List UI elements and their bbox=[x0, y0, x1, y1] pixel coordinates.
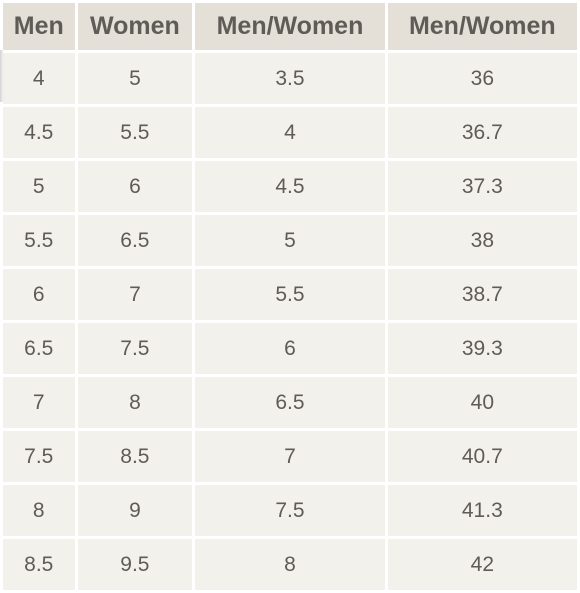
men-size-cell: 4 bbox=[3, 53, 75, 104]
men-size-cell: 7.5 bbox=[3, 431, 75, 482]
men-women-eu-size-cell: 38 bbox=[387, 215, 577, 266]
men-women-size-cell: 4 bbox=[195, 107, 385, 158]
women-size-cell: 6.5 bbox=[77, 215, 193, 266]
women-size-cell: 9.5 bbox=[77, 539, 193, 590]
header-men-women-eu: Men/Women bbox=[387, 3, 577, 50]
men-women-eu-size-cell: 39.3 bbox=[387, 323, 577, 374]
table-row: 6.5 7.5 6 39.3 bbox=[3, 323, 577, 374]
men-women-size-cell: 8 bbox=[195, 539, 385, 590]
women-size-cell: 6 bbox=[77, 161, 193, 212]
men-women-eu-size-cell: 36 bbox=[387, 53, 577, 104]
men-size-cell: 5.5 bbox=[3, 215, 75, 266]
header-men: Men bbox=[3, 3, 75, 50]
men-size-cell: 6.5 bbox=[3, 323, 75, 374]
men-size-cell: 6 bbox=[3, 269, 75, 320]
header-women: Women bbox=[77, 3, 193, 50]
men-women-size-cell: 7 bbox=[195, 431, 385, 482]
men-women-size-cell: 6 bbox=[195, 323, 385, 374]
table-row: 5 6 4.5 37.3 bbox=[3, 161, 577, 212]
table-row: 5.5 6.5 5 38 bbox=[3, 215, 577, 266]
men-women-eu-size-cell: 36.7 bbox=[387, 107, 577, 158]
men-women-eu-size-cell: 38.7 bbox=[387, 269, 577, 320]
men-women-size-cell: 5.5 bbox=[195, 269, 385, 320]
women-size-cell: 8.5 bbox=[77, 431, 193, 482]
header-men-women-us: Men/Women bbox=[195, 3, 385, 50]
table-header: Men Women Men/Women Men/Women bbox=[3, 3, 577, 50]
table-row: 8 9 7.5 41.3 bbox=[3, 485, 577, 536]
men-size-cell: 7 bbox=[3, 377, 75, 428]
women-size-cell: 7.5 bbox=[77, 323, 193, 374]
table-row: 6 7 5.5 38.7 bbox=[3, 269, 577, 320]
men-women-size-cell: 6.5 bbox=[195, 377, 385, 428]
women-size-cell: 8 bbox=[77, 377, 193, 428]
header-row: Men Women Men/Women Men/Women bbox=[3, 3, 577, 50]
men-women-eu-size-cell: 37.3 bbox=[387, 161, 577, 212]
men-size-cell: 4.5 bbox=[3, 107, 75, 158]
men-women-eu-size-cell: 41.3 bbox=[387, 485, 577, 536]
women-size-cell: 5.5 bbox=[77, 107, 193, 158]
men-size-cell: 8.5 bbox=[3, 539, 75, 590]
men-size-cell: 8 bbox=[3, 485, 75, 536]
men-women-eu-size-cell: 42 bbox=[387, 539, 577, 590]
men-size-cell: 5 bbox=[3, 161, 75, 212]
table-body: 4 5 3.5 36 4.5 5.5 4 36.7 5 6 4.5 37.3 5.5 6.5 5 38 6 7 5.… bbox=[3, 53, 577, 590]
women-size-cell: 5 bbox=[77, 53, 193, 104]
table-row: 7 8 6.5 40 bbox=[3, 377, 577, 428]
table-row: 7.5 8.5 7 40.7 bbox=[3, 431, 577, 482]
men-women-eu-size-cell: 40 bbox=[387, 377, 577, 428]
men-women-eu-size-cell: 40.7 bbox=[387, 431, 577, 482]
women-size-cell: 9 bbox=[77, 485, 193, 536]
men-women-size-cell: 5 bbox=[195, 215, 385, 266]
table-row: 4 5 3.5 36 bbox=[3, 53, 577, 104]
table-row: 8.5 9.5 8 42 bbox=[3, 539, 577, 590]
men-women-size-cell: 3.5 bbox=[195, 53, 385, 104]
men-women-size-cell: 7.5 bbox=[195, 485, 385, 536]
men-women-size-cell: 4.5 bbox=[195, 161, 385, 212]
women-size-cell: 7 bbox=[77, 269, 193, 320]
table-row: 4.5 5.5 4 36.7 bbox=[3, 107, 577, 158]
